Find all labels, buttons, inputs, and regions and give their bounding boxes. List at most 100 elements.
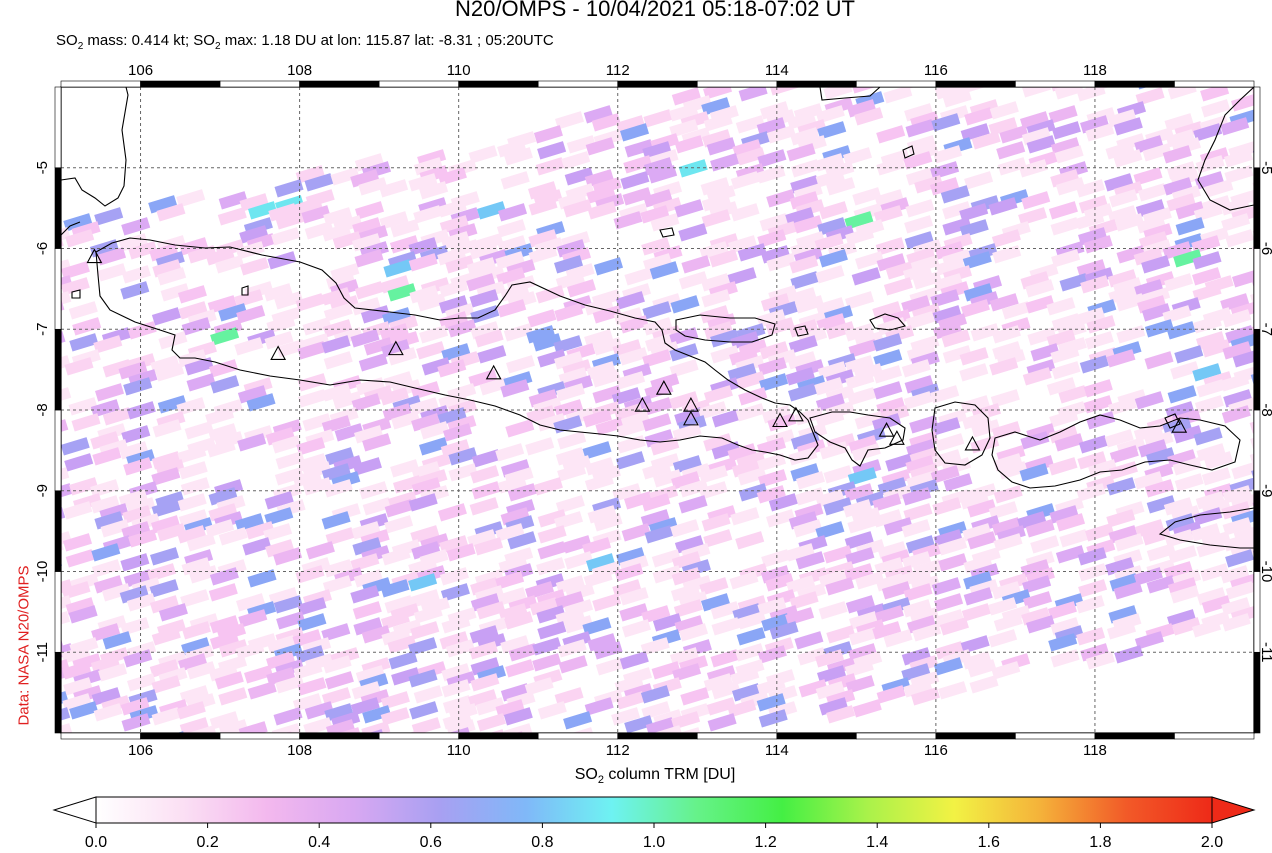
coast-madura <box>675 314 776 343</box>
so2-cell <box>476 713 506 732</box>
so2-cell <box>971 419 1001 438</box>
so2-cell <box>711 681 741 700</box>
so2-cell <box>384 595 414 614</box>
so2-cell <box>906 343 936 362</box>
so2-cell <box>1001 301 1031 320</box>
so2-cell <box>148 195 178 214</box>
so2-cell <box>537 621 567 640</box>
so2-cell <box>381 627 411 646</box>
so2-cell <box>292 693 322 712</box>
so2-cell <box>938 537 968 556</box>
so2-cell <box>1175 217 1205 236</box>
so2-cell <box>787 351 817 370</box>
so2-cell <box>382 307 412 326</box>
so2-cell <box>735 643 765 662</box>
so2-cell <box>555 495 585 514</box>
graticule <box>61 87 1254 733</box>
so2-cell <box>909 415 939 434</box>
so2-cell <box>1077 227 1108 246</box>
lon-tick-label-top: 112 <box>606 62 630 79</box>
so2-cell <box>818 697 848 716</box>
so2-cell <box>160 283 190 302</box>
so2-cell <box>905 199 935 218</box>
so2-cell <box>735 115 765 134</box>
lat-tick-label-right: -8 <box>1258 403 1272 416</box>
so2-cell <box>1146 575 1176 594</box>
so2-cell <box>118 489 148 508</box>
so2-cell <box>184 357 214 376</box>
so2-cell <box>1163 177 1193 196</box>
so2-cell <box>641 237 671 256</box>
colorbar-tick-label: 0.4 <box>308 834 330 851</box>
so2-cell <box>554 351 584 370</box>
so2-cell <box>1162 241 1192 260</box>
lat-tick-label-left: -10 <box>34 561 51 583</box>
so2-cell <box>624 491 654 510</box>
so2-cell <box>905 455 935 474</box>
so2-cell <box>1025 519 1055 538</box>
so2-cell <box>234 513 264 532</box>
map-frame-band <box>54 80 1261 740</box>
so2-cell <box>671 471 701 490</box>
so2-cell <box>507 739 536 757</box>
so2-cell <box>1173 57 1202 75</box>
so2-cell <box>323 559 353 578</box>
lat-tick-label-right: -11 <box>1258 642 1272 663</box>
so2-cell <box>383 371 413 390</box>
so2-cell <box>264 331 294 350</box>
so2-cell <box>497 299 527 318</box>
so2-cell <box>529 597 559 616</box>
lon-tick-label-bottom: 106 <box>128 742 153 759</box>
so2-cell <box>1167 609 1197 628</box>
so2-cell <box>1194 395 1224 414</box>
so2-cell <box>1200 563 1230 582</box>
so2-cell <box>727 699 757 718</box>
so2-cell <box>323 319 353 338</box>
so2-cell <box>817 361 847 380</box>
so2-cell <box>1076 307 1106 326</box>
so2-cell <box>555 271 585 290</box>
so2-cell <box>616 371 646 390</box>
so2-cell <box>616 691 646 710</box>
so2-cell <box>880 53 909 71</box>
colorbar-tick-label: 1.2 <box>754 834 776 851</box>
so2-cell <box>1201 35 1230 53</box>
so2-cell <box>620 123 650 142</box>
so2-cell <box>852 187 882 206</box>
so2-cell <box>209 711 239 730</box>
so2-cell <box>757 597 787 616</box>
colorbar-max-arrow <box>1211 796 1256 824</box>
so2-cell <box>1055 49 1084 67</box>
so2-cell <box>931 113 961 132</box>
so2-cell <box>273 707 303 726</box>
so2-cell <box>901 519 931 538</box>
so2-cell <box>1133 247 1163 266</box>
so2-cell <box>996 141 1026 160</box>
so2-cell <box>532 653 562 672</box>
so2-cell <box>959 363 989 382</box>
so2-cell <box>441 679 471 698</box>
frame-band-left <box>54 248 62 330</box>
so2-cell <box>989 101 1019 120</box>
volcano-marker <box>1171 417 1188 433</box>
so2-cell <box>582 441 612 460</box>
so2-cell <box>766 509 796 528</box>
so2-cell <box>963 587 993 606</box>
so2-cell <box>387 347 417 366</box>
so2-cell <box>1115 213 1145 232</box>
so2-cell <box>1191 235 1221 254</box>
so2-cell <box>500 507 530 526</box>
so2-cell <box>1078 563 1108 582</box>
so2-cell <box>698 465 728 484</box>
so2-cell <box>207 295 237 314</box>
so2-cell <box>1164 273 1194 292</box>
so2-cell <box>273 547 303 566</box>
frame-band-top <box>617 80 698 88</box>
so2-cell <box>209 359 239 378</box>
so2-cell <box>964 107 994 126</box>
so2-cell <box>556 383 586 402</box>
so2-cell <box>561 151 591 170</box>
so2-cell <box>1023 591 1053 610</box>
so2-cell <box>234 289 264 308</box>
so2-cell <box>417 293 447 312</box>
